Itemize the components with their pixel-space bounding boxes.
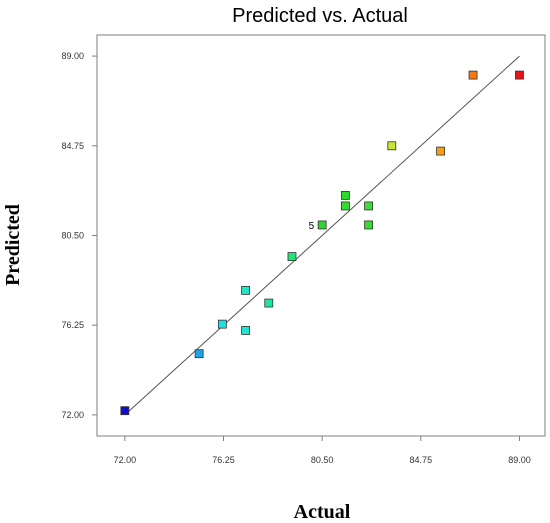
data-point	[194, 349, 204, 359]
y-tick-label: 80.50	[61, 231, 84, 241]
y-tick-label: 84.75	[61, 141, 84, 151]
data-point	[317, 220, 327, 230]
data-point	[340, 190, 350, 200]
x-axis: 72.00 76.25 80.50 84.75 89.00	[114, 436, 531, 465]
x-tick-label: 76.25	[212, 455, 235, 465]
y-axis: 72.00 76.25 80.50 84.75 89.00	[61, 51, 97, 420]
x-tick-label: 72.00	[114, 455, 137, 465]
x-tick-label: 84.75	[410, 455, 433, 465]
data-point	[264, 298, 274, 308]
x-tick-label: 80.50	[311, 455, 334, 465]
y-tick-label: 89.00	[61, 51, 84, 61]
data-point	[340, 201, 350, 211]
data-point	[241, 326, 250, 335]
data-point	[364, 220, 373, 230]
data-points	[120, 70, 524, 416]
reference-line	[124, 55, 520, 416]
x-axis-title: Actual	[294, 501, 351, 523]
data-point	[515, 70, 524, 80]
chart-title: Predicted vs. Actual	[232, 5, 408, 27]
data-point	[287, 252, 297, 262]
y-tick-label: 76.25	[61, 320, 84, 330]
data-point	[120, 406, 130, 416]
plot-area	[96, 34, 546, 437]
data-point	[217, 319, 227, 329]
data-point	[436, 146, 445, 156]
x-tick-label: 89.00	[508, 455, 531, 465]
annotations: 5	[309, 221, 315, 232]
data-point	[241, 285, 250, 295]
y-tick-label: 72.00	[61, 410, 84, 420]
y-axis-title: Predicted	[2, 204, 24, 286]
point-count-annotation: 5	[309, 221, 315, 232]
data-point	[364, 201, 373, 211]
data-point	[387, 141, 397, 151]
data-point	[468, 70, 478, 80]
